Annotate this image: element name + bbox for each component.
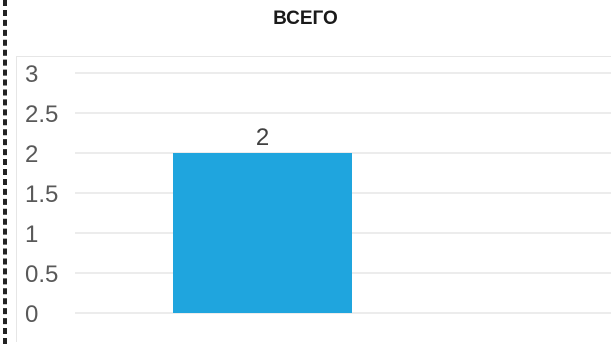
y-tick-label: 2.5 xyxy=(25,101,58,128)
bars xyxy=(173,153,352,313)
bar-data-label: 2 xyxy=(256,124,269,151)
y-tick-label: 0 xyxy=(25,301,38,328)
y-tick-label: 3 xyxy=(25,61,38,88)
bar xyxy=(173,153,352,313)
y-tick-label: 1 xyxy=(25,221,38,248)
dashed-border xyxy=(3,0,7,344)
y-axis-ticks: 0 0.5 1 1.5 2 2.5 3 xyxy=(25,61,58,328)
plot-frame xyxy=(16,56,611,342)
data-labels: 2 xyxy=(256,124,269,151)
y-tick-label: 2 xyxy=(25,141,38,168)
y-tick-label: 0.5 xyxy=(25,261,58,288)
chart-title: ВСЕГО xyxy=(273,8,338,29)
y-tick-label: 1.5 xyxy=(25,181,58,208)
